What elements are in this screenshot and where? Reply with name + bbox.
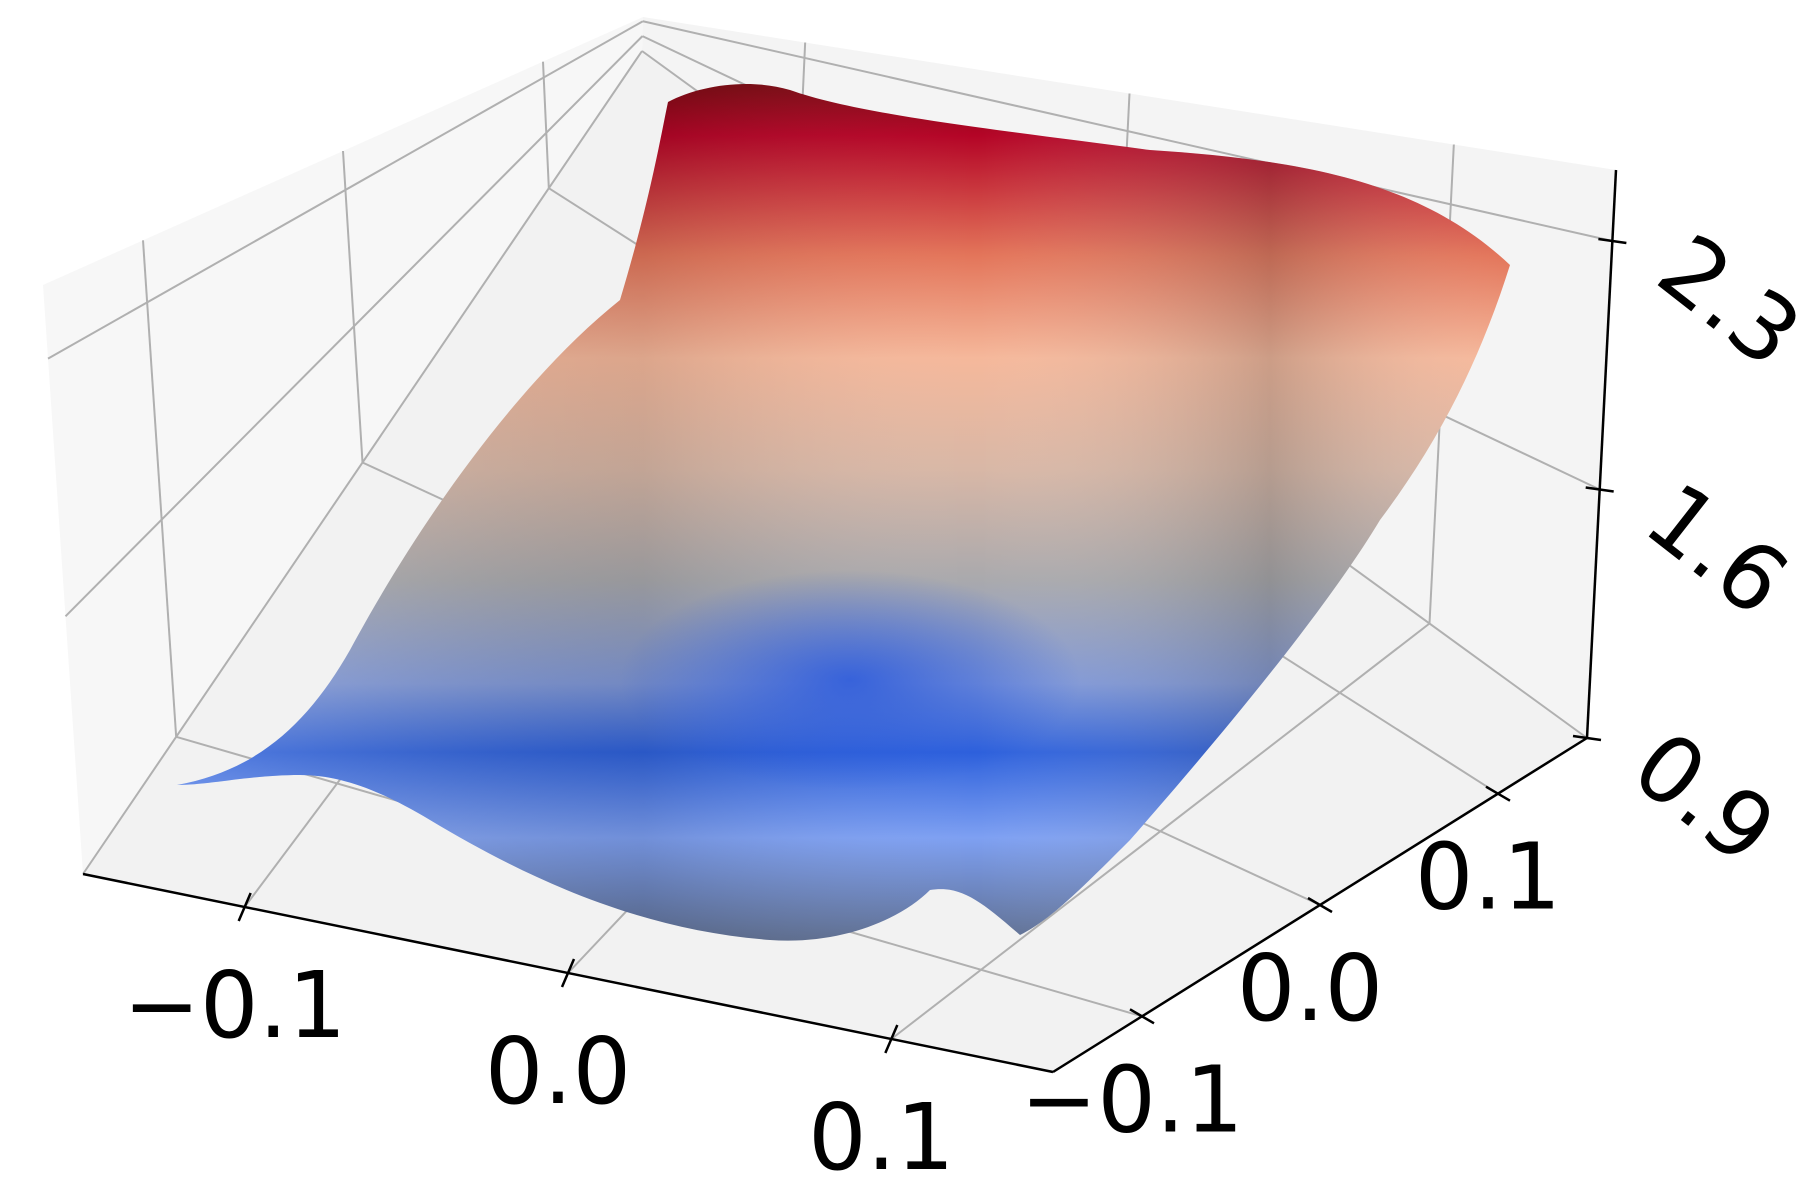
y-tick-label-2: 0.1 [1415, 824, 1561, 931]
grid-z-left-1 [64, 35, 644, 618]
y-tick-0 [1129, 1008, 1155, 1025]
y-tick-label-0: −0.1 [1020, 1046, 1243, 1153]
z-tick-label-0: 0.9 [1613, 711, 1794, 885]
grid-z-left-2 [47, 20, 644, 360]
grid-y-wall-0 [142, 240, 178, 737]
z-tick-2 [1598, 237, 1627, 245]
surface [177, 83, 1510, 941]
z-tick-0 [1572, 734, 1602, 742]
tick-marks [237, 237, 1627, 1054]
y-tick-label-1: 0.0 [1237, 935, 1383, 1042]
z-axis-line [1585, 169, 1618, 739]
x-tick-label-1: 0.0 [485, 1018, 631, 1125]
x-tick-label-2: 0.1 [808, 1084, 954, 1191]
grid-y-wall-2 [542, 61, 550, 189]
surface-minimum-region [620, 570, 1080, 790]
grid-y-wall-1 [342, 150, 364, 463]
back-left-pane [43, 17, 643, 874]
x-tick-0 [237, 892, 252, 922]
grid-z-right-2 [642, 20, 1613, 242]
z-tick-label-1: 1.6 [1626, 463, 1800, 637]
x-tick-2 [884, 1024, 899, 1054]
surface-shading [177, 83, 1510, 941]
grid-z-left-0 [82, 50, 643, 875]
x-tick-1 [560, 958, 576, 988]
z-tick-1 [1585, 486, 1614, 493]
y-tick-1 [1307, 896, 1333, 914]
y-tick-2 [1485, 785, 1511, 802]
x-tick-label-0: −0.1 [123, 952, 346, 1059]
z-tick-label-2: 2.3 [1639, 214, 1800, 388]
